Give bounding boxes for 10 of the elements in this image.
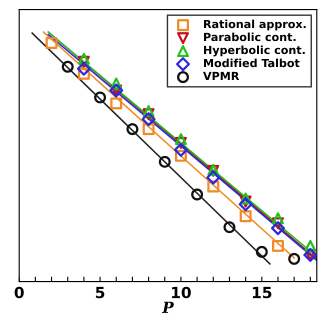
x-tick-label: 0 (14, 286, 24, 298)
legend-label: Parabolic cont. (204, 32, 296, 42)
legend-label: Modified Talbot (204, 58, 300, 68)
legend-label: Hyperbolic cont. (204, 46, 305, 56)
x-tick-label: 5 (96, 286, 104, 298)
x-tick-label: 15 (252, 286, 272, 298)
x-axis-title: P (162, 302, 174, 313)
x-tick-label: 10 (172, 286, 191, 298)
legend-label: Rational approx. (204, 20, 306, 30)
legend-label: VPMR (203, 72, 240, 80)
